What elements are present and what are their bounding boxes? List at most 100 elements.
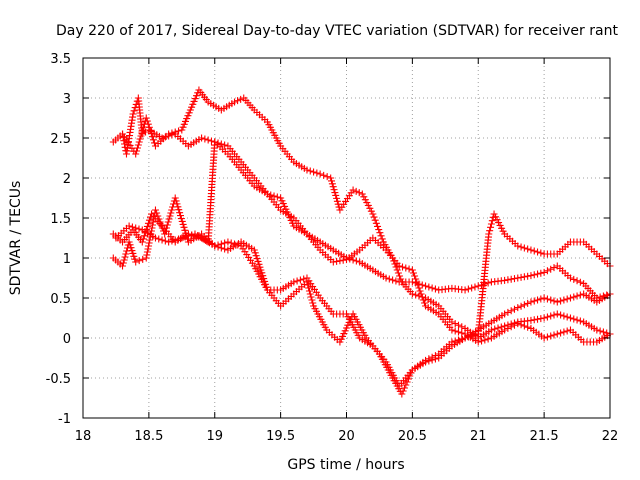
data-point-marker <box>300 275 308 283</box>
data-point-marker <box>501 326 509 334</box>
data-point-marker <box>378 235 386 243</box>
data-point-marker <box>331 189 339 197</box>
data-point-marker <box>327 174 335 182</box>
data-point-marker <box>537 315 545 323</box>
data-point-marker <box>431 352 439 360</box>
data-point-marker <box>308 296 316 304</box>
data-point-marker <box>524 245 532 253</box>
data-point-marker <box>165 130 173 138</box>
data-point-marker <box>142 254 150 262</box>
data-point-marker <box>336 257 344 265</box>
data-point-marker <box>415 284 423 292</box>
data-point-marker <box>181 226 189 234</box>
data-point-marker <box>408 290 416 298</box>
data-point-marker <box>173 200 181 208</box>
data-point-marker <box>573 316 581 324</box>
data-point-marker <box>122 250 130 258</box>
data-point-marker <box>352 187 360 195</box>
data-point-marker <box>306 290 314 298</box>
data-point-marker <box>328 177 336 185</box>
data-point-marker <box>420 299 428 307</box>
data-point-marker <box>517 302 525 310</box>
data-point-marker <box>507 307 515 315</box>
data-point-marker <box>333 257 341 265</box>
y-tick-label: 2 <box>63 172 71 187</box>
data-point-marker <box>550 331 558 339</box>
data-point-marker <box>530 271 538 279</box>
y-tick-label: 1.5 <box>50 212 71 227</box>
data-point-marker <box>471 331 479 339</box>
data-point-marker <box>153 209 161 217</box>
y-tick-label: 3.5 <box>50 52 71 67</box>
data-point-marker <box>178 217 186 225</box>
data-point-marker <box>171 194 179 202</box>
data-point-marker <box>471 283 479 291</box>
data-point-marker <box>543 267 551 275</box>
data-point-marker <box>211 138 219 146</box>
data-point-marker <box>570 275 578 283</box>
data-point-marker <box>501 310 509 318</box>
data-point-marker <box>224 238 232 246</box>
data-point-marker <box>550 297 558 305</box>
data-point-marker <box>547 296 555 304</box>
data-point-marker <box>416 287 424 295</box>
data-point-marker <box>290 278 298 286</box>
data-point-marker <box>547 265 555 273</box>
data-point-marker <box>510 275 518 283</box>
data-point-marker <box>333 194 341 202</box>
data-point-marker <box>149 218 157 226</box>
data-point-marker <box>144 245 152 253</box>
data-point-marker <box>180 223 188 231</box>
data-point-marker <box>142 114 150 122</box>
data-point-marker <box>458 335 466 343</box>
data-point-marker <box>310 168 318 176</box>
data-point-marker <box>413 278 421 286</box>
data-point-marker <box>132 224 140 232</box>
data-point-marker <box>524 323 532 331</box>
data-point-marker <box>164 218 172 226</box>
data-point-marker <box>137 132 145 140</box>
data-point-marker <box>121 253 129 261</box>
data-point-marker <box>323 173 331 181</box>
data-point-marker <box>162 224 170 232</box>
data-point-marker <box>537 295 545 303</box>
data-point-marker <box>504 324 512 332</box>
data-point-marker <box>198 134 206 142</box>
x-tick-label: 21.5 <box>530 429 559 444</box>
data-point-marker <box>145 242 153 250</box>
data-point-marker <box>514 242 522 250</box>
data-point-marker <box>405 265 413 273</box>
data-point-marker <box>560 328 568 336</box>
data-point-marker <box>530 297 538 305</box>
data-point-marker <box>557 329 565 337</box>
data-point-marker <box>454 328 462 336</box>
data-point-marker <box>172 197 180 205</box>
data-point-marker <box>305 284 313 292</box>
data-point-marker <box>547 332 555 340</box>
data-point-marker <box>399 387 407 395</box>
data-point-marker <box>161 237 169 245</box>
data-point-marker <box>448 326 456 334</box>
x-tick-label: 19.5 <box>266 429 295 444</box>
data-point-marker <box>534 296 542 304</box>
data-point-marker <box>448 338 456 346</box>
data-point-marker <box>133 144 141 152</box>
data-point-marker <box>175 127 183 135</box>
data-point-marker <box>148 224 156 232</box>
data-point-marker <box>154 212 162 220</box>
data-point-marker <box>328 180 336 188</box>
data-point-marker <box>487 223 495 231</box>
data-point-marker <box>149 136 157 144</box>
data-point-marker <box>374 222 382 230</box>
data-point-marker <box>481 336 489 344</box>
data-point-marker <box>514 320 522 328</box>
data-point-marker <box>418 293 426 301</box>
data-point-marker <box>382 274 390 282</box>
data-point-marker <box>553 330 561 338</box>
x-tick-label: 20 <box>338 429 355 444</box>
data-point-marker <box>375 226 383 234</box>
data-point-marker <box>316 170 324 178</box>
data-point-marker <box>307 293 315 301</box>
y-tick-label: -1 <box>58 412 71 427</box>
